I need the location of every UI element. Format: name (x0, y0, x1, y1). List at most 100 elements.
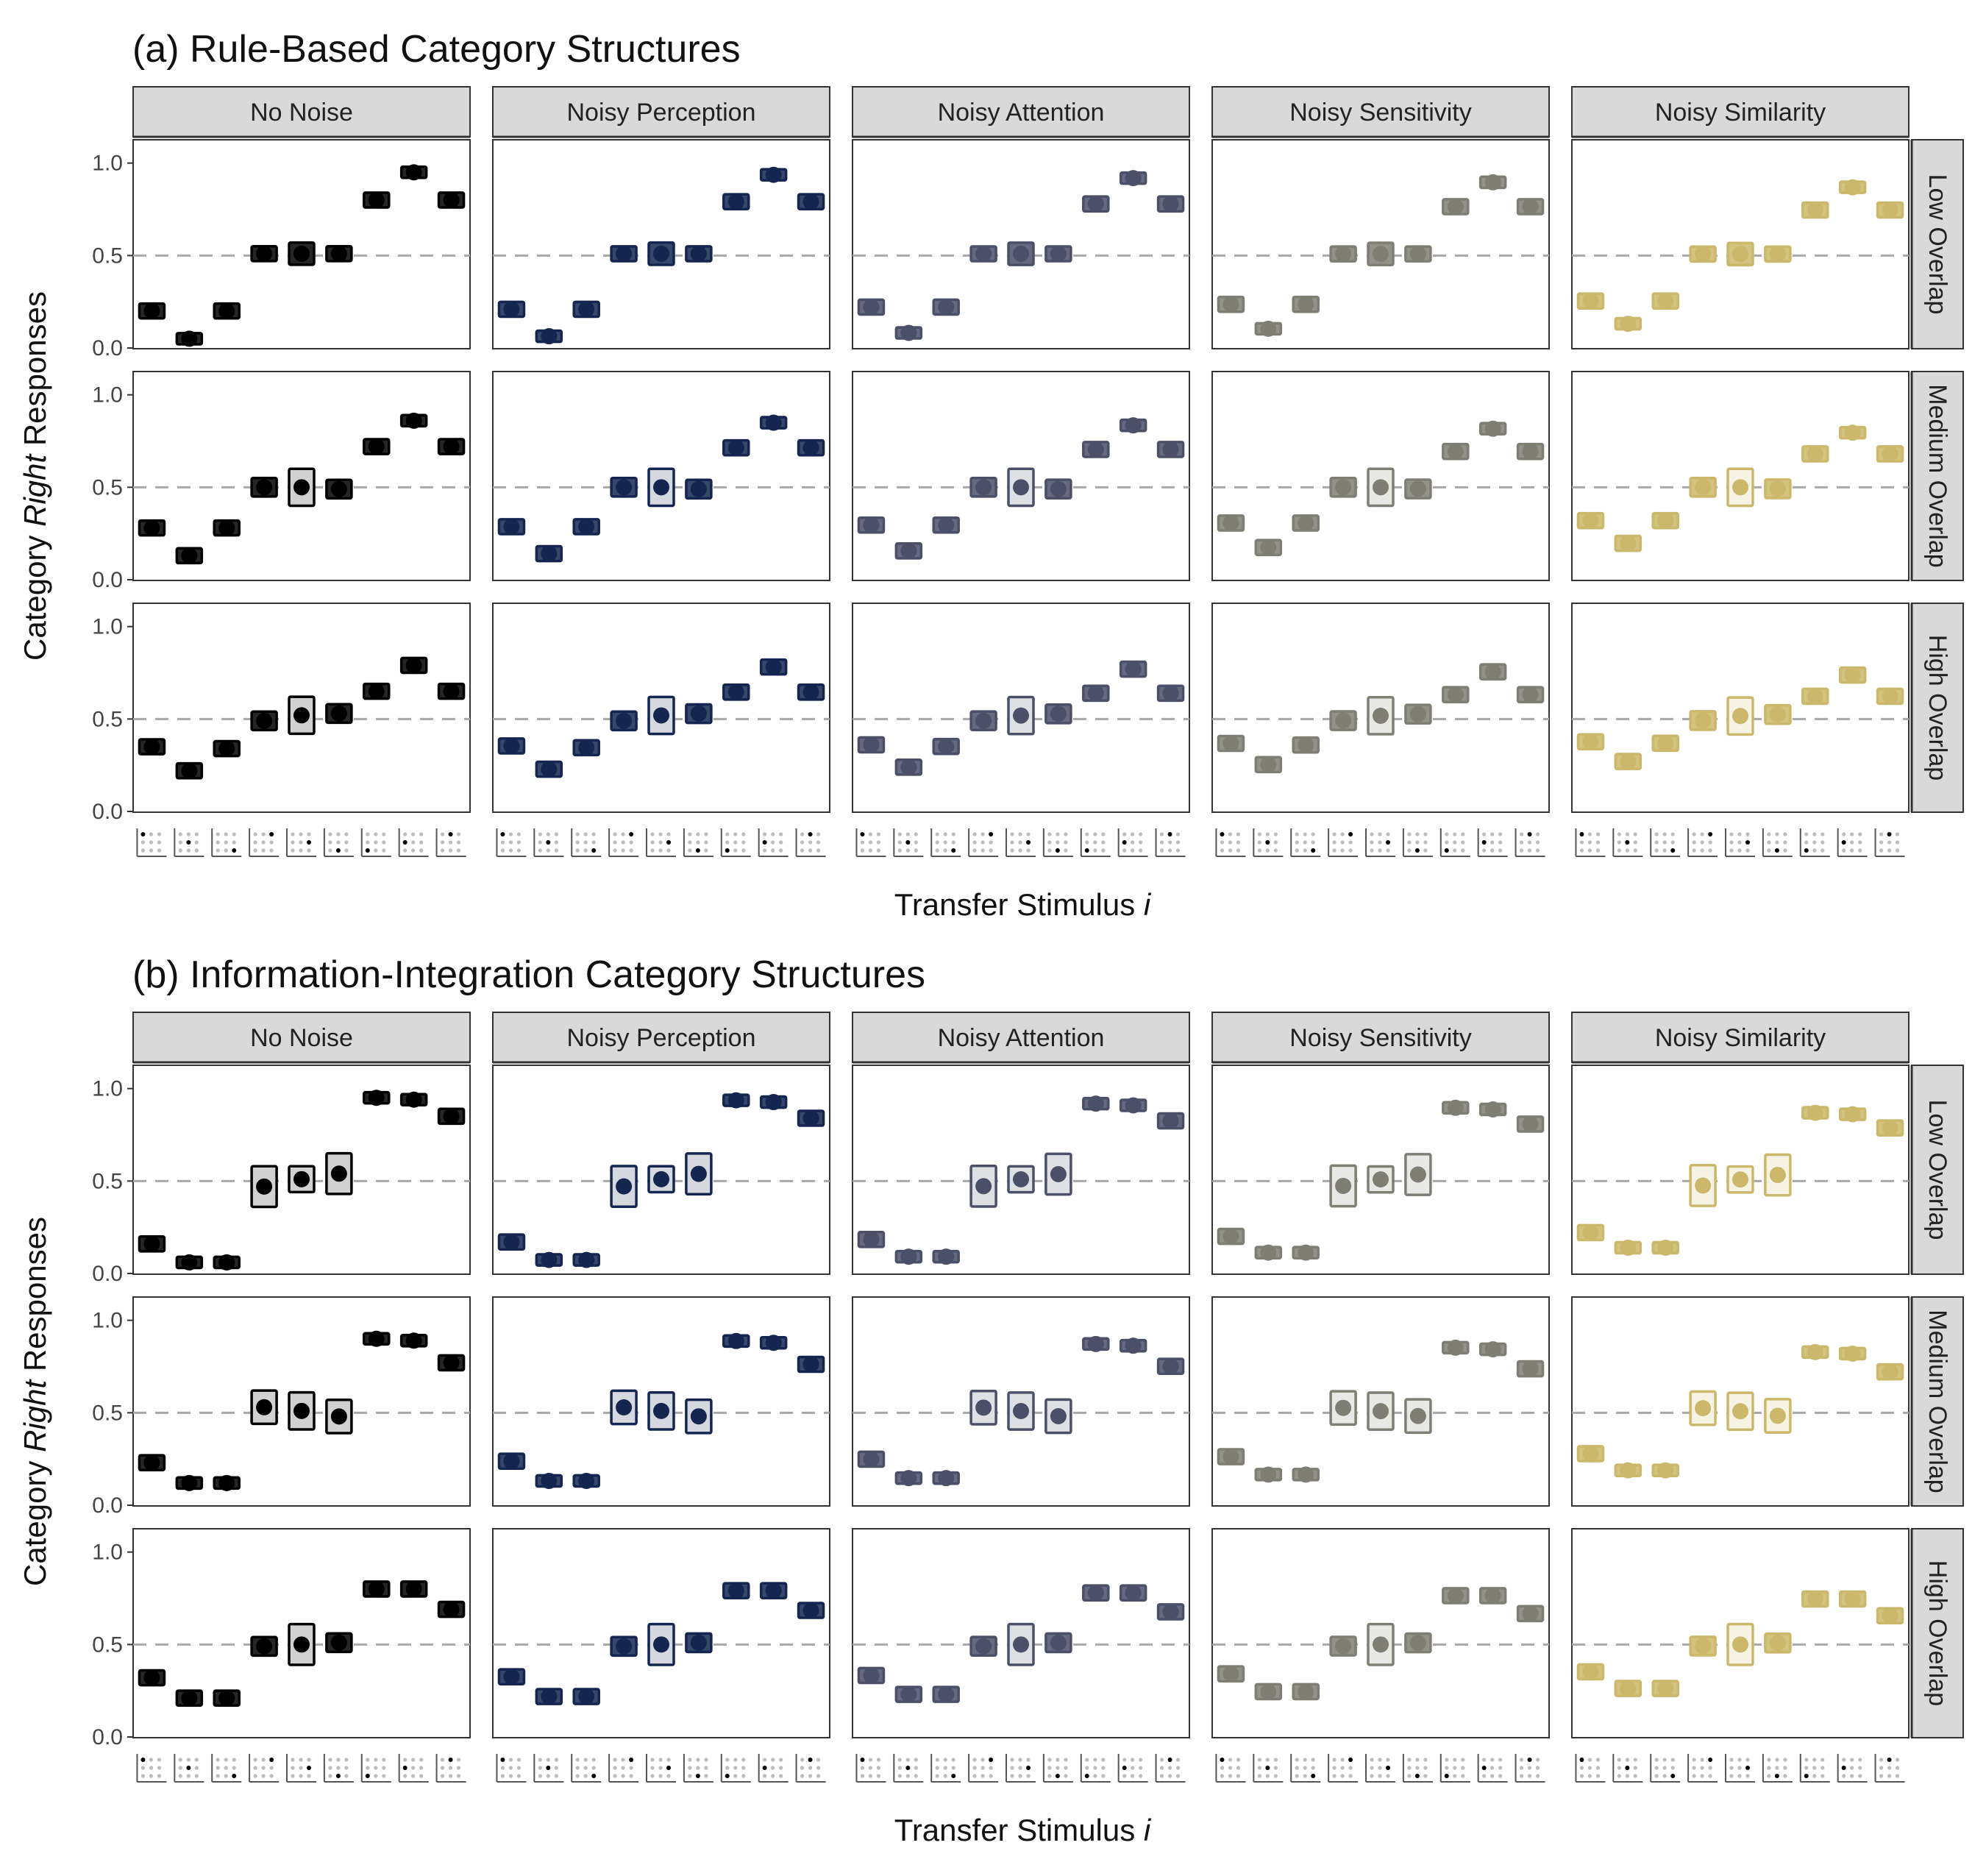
facet (1211, 603, 1550, 813)
stimulus-dot (1273, 1766, 1278, 1770)
stimulus-dot (344, 840, 349, 845)
data-point (405, 657, 422, 674)
column-label: No Noise (250, 99, 353, 127)
stimulus-dot (1273, 1774, 1278, 1778)
stimulus-dot (1617, 1766, 1621, 1770)
stimulus-dot (382, 840, 386, 845)
column-strip (1211, 1012, 1550, 1063)
stimulus-dot (456, 1766, 461, 1770)
stimulus-dot (516, 1766, 522, 1770)
stimulus-dot (613, 832, 617, 836)
stimulus-dot (299, 1766, 303, 1770)
stimulus-dot (1842, 1774, 1846, 1778)
stimulus-dot (1587, 848, 1592, 853)
data-point (503, 518, 520, 535)
stimulus-dot (1453, 1766, 1457, 1770)
stimulus-dot (1228, 1766, 1233, 1770)
stimulus-dot (800, 832, 805, 836)
stimulus-dot (269, 1774, 274, 1778)
stimulus-dot (1303, 840, 1307, 845)
stimulus-dot (1131, 840, 1135, 845)
stimulus-dot (1047, 1758, 1052, 1762)
data-point (1732, 1636, 1748, 1653)
facet (132, 1528, 471, 1738)
stimulus-dot (1064, 1766, 1068, 1770)
stimulus-dot (1445, 1758, 1449, 1762)
stimulus-dot (1378, 1766, 1382, 1770)
stimulus-dot (411, 1766, 416, 1770)
stimulus-icon (1799, 828, 1830, 857)
data-point (1335, 712, 1352, 729)
data-point (405, 1091, 422, 1108)
stimulus-dot (914, 1758, 918, 1762)
stimulus-dot (269, 1766, 274, 1770)
stimulus-dot (1519, 1774, 1524, 1778)
stimulus-icon (795, 1754, 826, 1783)
stimulus-dot (1767, 840, 1771, 845)
stimulus-dot (1812, 1766, 1817, 1770)
stimulus-dot (328, 1774, 332, 1778)
data-point (1807, 1104, 1823, 1121)
data-point (653, 707, 669, 724)
data-point (863, 736, 880, 753)
stimulus-dot (1729, 1774, 1734, 1778)
stimulus-dot (741, 848, 746, 853)
stimulus-dot (1311, 1758, 1315, 1762)
data-point (181, 547, 198, 564)
facet (492, 1296, 830, 1507)
stimulus-dot (575, 840, 580, 845)
stimulus-dot (1101, 848, 1106, 853)
data-point (443, 1601, 460, 1618)
data-point (1447, 198, 1464, 215)
stimulus-dot (299, 832, 303, 836)
data-point (330, 1634, 347, 1651)
column-label: Noisy Attention (938, 1024, 1105, 1052)
stimulus-dot (194, 832, 199, 836)
stimulus-dot (1654, 832, 1659, 836)
stimulus-dot (1535, 840, 1540, 845)
data-point (1732, 479, 1748, 496)
stimulus-dot (1122, 1758, 1127, 1762)
stimulus-dot (456, 1758, 461, 1762)
data-point (1732, 708, 1748, 725)
stimulus-dot (1879, 840, 1884, 845)
facet (492, 603, 830, 813)
stimulus-dot (307, 1774, 311, 1778)
stimulus-dot (328, 848, 332, 853)
data-point (1882, 1363, 1898, 1380)
stimulus-dot (538, 1758, 542, 1762)
stimulus-icon (360, 828, 391, 857)
data-point (1373, 1636, 1389, 1653)
stimulus-dot (1708, 840, 1712, 845)
stimulus-dot (1311, 832, 1315, 836)
stimulus-dot (1228, 848, 1233, 853)
stimulus-dot (411, 1758, 416, 1762)
stimulus-dot (291, 1758, 295, 1762)
stimulus-dot (1595, 1758, 1601, 1762)
facet (1571, 1528, 1910, 1738)
stimulus-dot (1265, 840, 1270, 845)
facet (852, 1065, 1190, 1275)
stimulus-dot (951, 840, 955, 845)
data-point (405, 1332, 422, 1349)
stimulus-icon (1365, 828, 1395, 857)
data-point (1013, 1636, 1029, 1653)
data-point (1807, 1343, 1823, 1360)
data-point (1807, 688, 1823, 705)
stimulus-dot (1415, 1758, 1420, 1762)
stimulus-dot (1774, 848, 1779, 853)
stimulus-dot (1340, 848, 1345, 853)
stimulus-dot (771, 1774, 775, 1778)
stimulus-dot (1159, 840, 1164, 845)
data-point (1373, 246, 1389, 263)
stimulus-dot (232, 840, 236, 845)
stimulus-dot (1700, 1766, 1704, 1770)
stimulus-dot (1700, 840, 1704, 845)
y-axis-title-part: Category (18, 527, 52, 661)
facet (1571, 139, 1910, 349)
stimulus-dot (344, 1766, 349, 1770)
stimulus-dot (307, 840, 311, 845)
stimulus-dot (1625, 848, 1629, 853)
stimulus-dot (1783, 840, 1787, 845)
stimulus-dot (800, 1758, 805, 1762)
